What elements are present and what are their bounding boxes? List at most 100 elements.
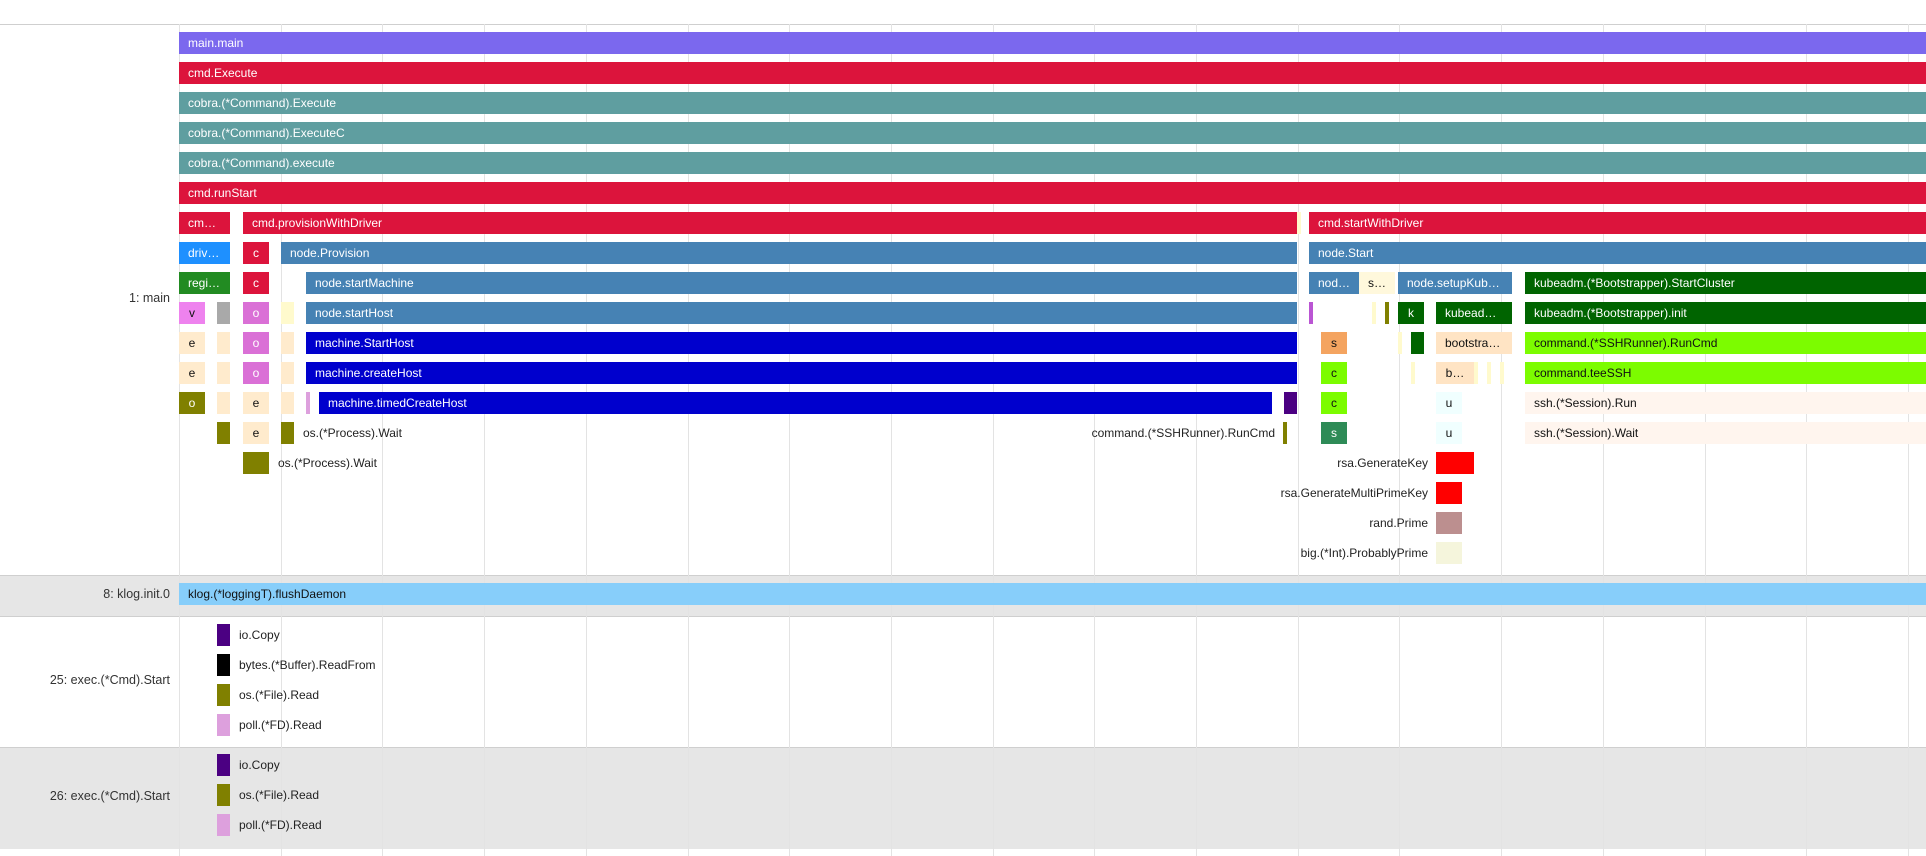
event-marker[interactable]	[1398, 332, 1402, 354]
event-marker[interactable]	[217, 422, 230, 444]
goroutine-band	[0, 616, 1926, 747]
call-span[interactable]: ssh.(*Session).Wait	[1525, 422, 1926, 444]
call-span[interactable]: driv…	[179, 242, 230, 264]
call-span[interactable]: e	[179, 332, 205, 354]
annotation-label: rsa.GenerateMultiPrimeKey	[1280, 486, 1428, 500]
call-span[interactable]: command.(*SSHRunner).RunCmd	[1525, 332, 1926, 354]
event-marker[interactable]	[217, 654, 230, 676]
event-marker[interactable]	[1385, 302, 1389, 324]
call-span[interactable]: cm…	[179, 212, 230, 234]
event-marker[interactable]	[281, 332, 294, 354]
call-span[interactable]: s	[1321, 422, 1347, 444]
call-span[interactable]: c	[243, 242, 269, 264]
call-span[interactable]: cmd.runStart	[179, 182, 1926, 204]
grid-line	[1196, 24, 1197, 856]
call-span[interactable]: u	[1436, 392, 1462, 414]
call-span[interactable]: o	[243, 362, 269, 384]
event-marker[interactable]	[217, 754, 230, 776]
event-marker[interactable]	[1411, 332, 1424, 354]
event-marker[interactable]	[1297, 212, 1301, 234]
event-marker[interactable]	[217, 302, 230, 324]
event-marker[interactable]	[243, 452, 269, 474]
call-span[interactable]: s	[1321, 332, 1347, 354]
call-span[interactable]: c	[243, 272, 269, 294]
call-span[interactable]: ssh.(*Session).Run	[1525, 392, 1926, 414]
call-span[interactable]: u	[1436, 422, 1462, 444]
grid-line	[179, 24, 180, 856]
call-span[interactable]: machine.timedCreateHost	[319, 392, 1272, 414]
event-marker[interactable]	[217, 684, 230, 706]
event-marker[interactable]	[1436, 542, 1462, 564]
call-span[interactable]: machine.createHost	[306, 362, 1297, 384]
goroutine-label[interactable]: 26: exec.(*Cmd).Start	[49, 789, 170, 803]
call-span[interactable]: v	[179, 302, 205, 324]
call-span[interactable]: node.Start	[1309, 242, 1926, 264]
event-marker[interactable]	[1309, 302, 1313, 324]
event-marker[interactable]	[1487, 362, 1491, 384]
call-span[interactable]: e	[243, 422, 269, 444]
call-span[interactable]: cobra.(*Command).ExecuteC	[179, 122, 1926, 144]
call-span[interactable]: e	[243, 392, 269, 414]
annotation-label: big.(*Int).ProbablyPrime	[1300, 546, 1428, 560]
call-span[interactable]: regi…	[179, 272, 230, 294]
call-span[interactable]: cmd.provisionWithDriver	[243, 212, 1297, 234]
call-span[interactable]: command.teeSSH	[1525, 362, 1926, 384]
event-marker[interactable]	[217, 332, 230, 354]
event-marker[interactable]	[281, 392, 294, 414]
event-marker[interactable]	[1283, 422, 1287, 444]
call-span[interactable]: nod…	[1309, 272, 1360, 294]
event-marker[interactable]	[1436, 512, 1462, 534]
call-span[interactable]: o	[243, 332, 269, 354]
event-marker[interactable]	[1436, 482, 1462, 504]
call-span[interactable]: o	[243, 302, 269, 324]
event-marker[interactable]	[1436, 452, 1474, 474]
event-marker[interactable]	[217, 784, 230, 806]
goroutine-label[interactable]: 25: exec.(*Cmd).Start	[49, 673, 170, 687]
call-span[interactable]: kubead…	[1436, 302, 1512, 324]
call-span[interactable]: klog.(*loggingT).flushDaemon	[179, 583, 1926, 605]
call-span[interactable]: s…	[1359, 272, 1395, 294]
call-span[interactable]: cmd.Execute	[179, 62, 1926, 84]
goroutine-label[interactable]: 8: klog.init.0	[103, 587, 170, 601]
event-marker[interactable]	[281, 302, 294, 324]
call-span[interactable]: kubeadm.(*Bootstrapper).init	[1525, 302, 1926, 324]
event-marker[interactable]	[306, 392, 310, 414]
event-marker[interactable]	[281, 362, 294, 384]
call-span[interactable]: machine.StartHost	[306, 332, 1297, 354]
call-span[interactable]: node.startHost	[306, 302, 1297, 324]
call-span[interactable]: k	[1398, 302, 1424, 324]
call-span[interactable]: o	[179, 392, 205, 414]
annotation-label: os.(*File).Read	[239, 688, 320, 702]
call-span[interactable]: node.setupKub…	[1398, 272, 1512, 294]
grid-line	[1298, 24, 1299, 856]
event-marker[interactable]	[1372, 302, 1376, 324]
event-marker[interactable]	[217, 814, 230, 836]
call-span[interactable]: kubeadm.(*Bootstrapper).StartCluster	[1525, 272, 1926, 294]
call-span[interactable]: node.Provision	[281, 242, 1297, 264]
call-span[interactable]: cmd.startWithDriver	[1309, 212, 1926, 234]
call-span[interactable]: c	[1321, 392, 1347, 414]
event-marker[interactable]	[1474, 362, 1478, 384]
annotation-label: bytes.(*Buffer).ReadFrom	[239, 658, 376, 672]
event-marker[interactable]	[1284, 392, 1297, 414]
event-marker[interactable]	[281, 422, 294, 444]
call-span[interactable]: node.startMachine	[306, 272, 1297, 294]
event-marker[interactable]	[217, 392, 230, 414]
grid-line	[1501, 24, 1502, 856]
goroutine-label[interactable]: 1: main	[129, 291, 170, 305]
event-marker[interactable]	[1411, 362, 1415, 384]
call-span[interactable]: bootstra…	[1436, 332, 1512, 354]
event-marker[interactable]	[217, 362, 230, 384]
call-span[interactable]: b…	[1436, 362, 1474, 384]
event-marker[interactable]	[1500, 362, 1504, 384]
call-span[interactable]: cobra.(*Command).Execute	[179, 92, 1926, 114]
event-marker[interactable]	[217, 714, 230, 736]
goroutine-band	[0, 747, 1926, 849]
call-span[interactable]: cobra.(*Command).execute	[179, 152, 1926, 174]
call-span[interactable]: e	[179, 362, 205, 384]
event-marker[interactable]	[217, 624, 230, 646]
call-span[interactable]: main.main	[179, 32, 1926, 54]
annotation-label: io.Copy	[239, 758, 280, 772]
call-span[interactable]: c	[1321, 362, 1347, 384]
